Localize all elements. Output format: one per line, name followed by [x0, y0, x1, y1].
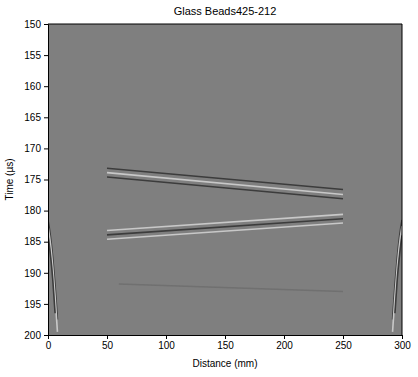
axis-line — [49, 336, 403, 340]
tick: 250 — [335, 335, 352, 351]
tick-label: 200 — [276, 340, 293, 351]
tick: 200 — [276, 335, 293, 351]
tick-mark — [44, 55, 48, 56]
echo-line — [107, 168, 343, 189]
tick-label: 200 — [24, 330, 41, 341]
tick: 0 — [46, 335, 52, 351]
tick-mark — [44, 242, 48, 243]
echo-line — [107, 177, 343, 199]
tick-mark — [44, 180, 48, 181]
tick: 195 — [24, 299, 48, 310]
tick: 180 — [24, 205, 48, 216]
tick: 200 — [24, 330, 48, 341]
tick-mark — [166, 335, 167, 339]
tick-label: 100 — [158, 340, 175, 351]
echo-line — [395, 235, 402, 313]
tick: 190 — [24, 268, 48, 279]
tick-label: 170 — [24, 143, 41, 154]
plot-background — [48, 24, 402, 335]
tick-mark — [44, 148, 48, 149]
x-axis: 0 50 100 150 200 250 300 — [46, 335, 412, 351]
tick-mark — [44, 211, 48, 212]
tick-label: 150 — [217, 340, 234, 351]
tick-mark — [44, 86, 48, 87]
tick: 175 — [24, 174, 48, 185]
tick: 300 — [394, 335, 411, 351]
data-layer — [48, 168, 402, 332]
echo-line — [393, 226, 402, 332]
tick-mark — [107, 335, 108, 339]
echo-line — [107, 219, 343, 235]
tick: 155 — [24, 50, 48, 61]
y-axis: 150 155 160 165 170 175 180 185 190 195 200 — [24, 19, 48, 341]
echo-line — [119, 284, 343, 291]
tick-mark — [44, 273, 48, 274]
tick-mark — [343, 335, 344, 339]
tick-mark — [44, 117, 48, 118]
tick: 50 — [102, 335, 114, 351]
tick-label: 195 — [24, 299, 41, 310]
tick: 100 — [158, 335, 175, 351]
tick: 160 — [24, 81, 48, 92]
tick-mark — [225, 335, 226, 339]
tick: 185 — [24, 236, 48, 247]
tick-mark — [44, 304, 48, 305]
tick-label: 185 — [24, 236, 41, 247]
tick-label: 250 — [335, 340, 352, 351]
tick-mark — [44, 335, 48, 336]
plot: 0501001502002503001501551601651701751801… — [24, 19, 411, 351]
tick-label: 300 — [394, 340, 411, 351]
tick-label: 165 — [24, 112, 41, 123]
tick-label: 150 — [24, 19, 41, 30]
chart: 0501001502002503001501551601651701751801… — [0, 0, 418, 377]
frame — [402, 24, 403, 335]
tick-label: 50 — [102, 340, 114, 351]
axis-line — [44, 25, 49, 336]
x-axis-title: Distance (mm) — [192, 358, 257, 369]
tick: 165 — [24, 112, 48, 123]
tick-label: 190 — [24, 268, 41, 279]
echo-line — [48, 226, 57, 332]
tick-label: 160 — [24, 81, 41, 92]
tick-label: 180 — [24, 205, 41, 216]
tick-label: 0 — [46, 340, 52, 351]
tick-label: 155 — [24, 50, 41, 61]
tick-mark — [402, 335, 403, 339]
y-axis-title: Time (µs) — [4, 158, 15, 200]
tick-mark — [44, 24, 48, 25]
echo-line — [107, 214, 343, 230]
echo-line — [107, 173, 343, 195]
tick-mark — [284, 335, 285, 339]
echo-line — [48, 235, 55, 313]
echo-line — [107, 223, 343, 239]
tick: 150 — [217, 335, 234, 351]
tick-label: 175 — [24, 174, 41, 185]
title: Glass Beads425-212 — [174, 5, 277, 17]
frame — [48, 24, 402, 25]
tick: 150 — [24, 19, 48, 30]
tick: 170 — [24, 143, 48, 154]
